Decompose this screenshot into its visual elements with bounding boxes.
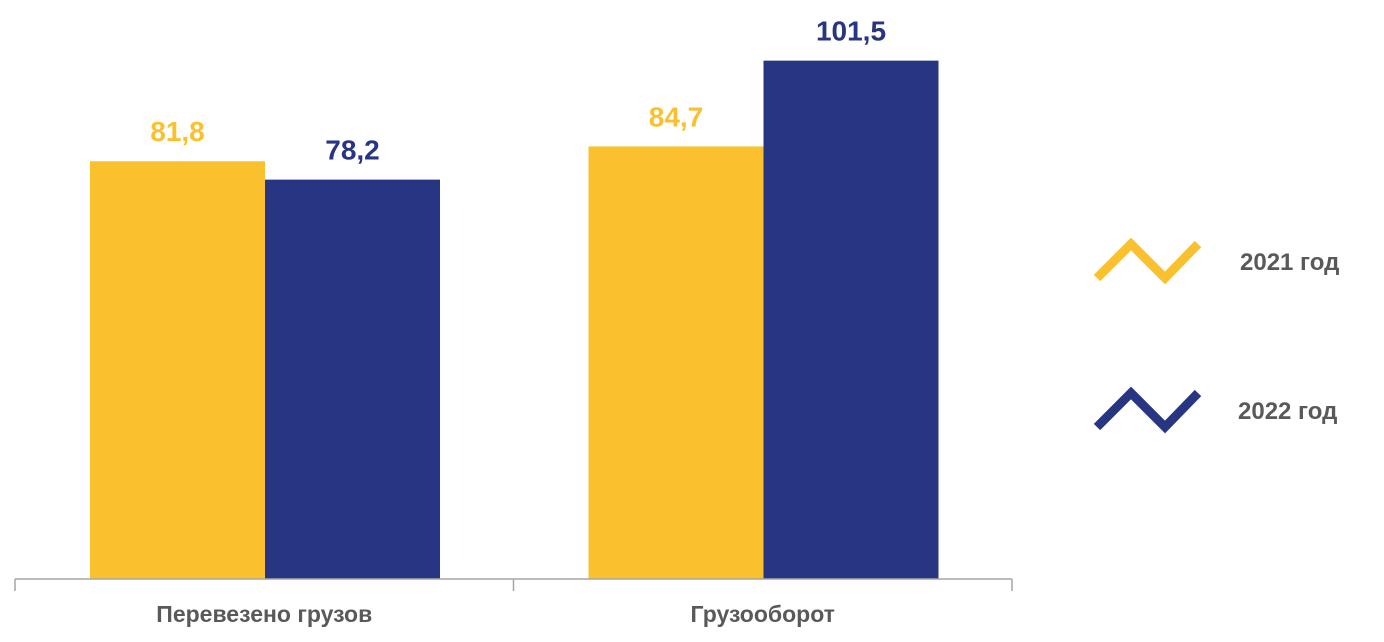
- value-label-2-2: 101,5: [816, 16, 886, 47]
- bars-group: [90, 60, 939, 579]
- bar-1-2: [588, 146, 764, 579]
- legend-label-1: 2021 год: [1240, 249, 1339, 276]
- legend: 2021 год 2022 год: [1093, 237, 1339, 434]
- value-label-1-2: 84,7: [649, 101, 704, 132]
- value-labels-group: 81,8 78,2 84,7 101,5: [150, 16, 886, 166]
- bar-1-1: [90, 161, 265, 579]
- x-axis: [14, 578, 1013, 591]
- bar-2-2: [763, 60, 939, 579]
- category-label-1: Перевезено грузов: [156, 601, 372, 627]
- legend-marker-1: [1093, 237, 1202, 285]
- value-label-1-1: 81,8: [150, 116, 205, 147]
- value-label-2-1: 78,2: [325, 135, 380, 166]
- category-labels-group: Перевезено грузов Грузооборот: [156, 601, 835, 627]
- bar-2-1: [265, 179, 440, 579]
- legend-marker-2: [1093, 386, 1202, 434]
- legend-label-2: 2022 год: [1238, 398, 1337, 425]
- category-label-2: Грузооборот: [691, 601, 835, 627]
